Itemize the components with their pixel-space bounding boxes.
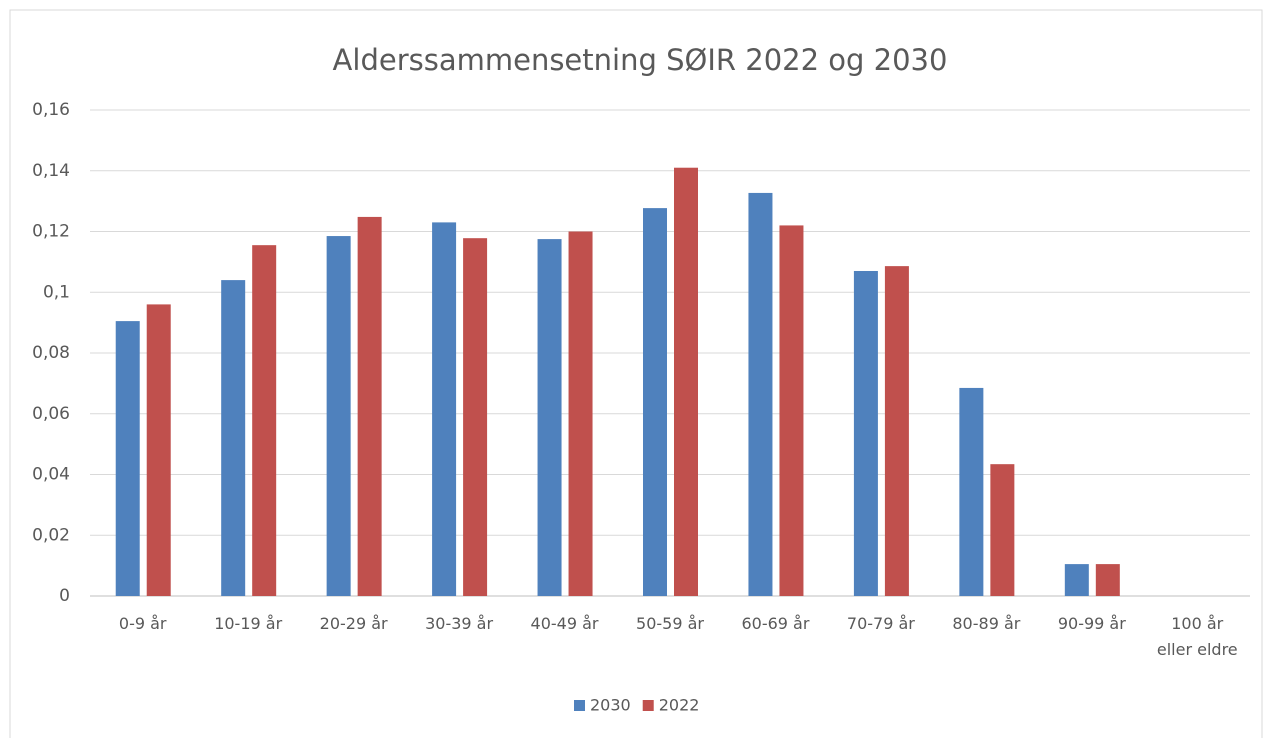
- x-tick-label: 70-79 år: [846, 614, 915, 633]
- x-tick-label: 80-89 år: [952, 614, 1021, 633]
- y-tick-label: 0,02: [32, 525, 70, 545]
- y-tick-label: 0,08: [32, 343, 70, 363]
- x-tick-label: 0-9 år: [118, 614, 167, 633]
- bar: [357, 216, 382, 597]
- chart-title: Alderssammensetning SØIR 2022 og 2030: [333, 43, 948, 77]
- legend-swatch: [574, 700, 585, 711]
- bar: [326, 236, 351, 596]
- bar: [1095, 564, 1120, 596]
- x-tick-label: 40-49 år: [530, 614, 599, 633]
- y-tick-label: 0,1: [43, 282, 70, 302]
- bar: [252, 245, 277, 596]
- bar: [146, 304, 171, 596]
- bar: [432, 222, 457, 596]
- legend-swatch: [642, 700, 654, 711]
- bar: [853, 270, 878, 596]
- x-tick-label: 90-99 år: [1057, 614, 1126, 633]
- bar: [115, 321, 140, 596]
- y-tick-label: 0,16: [32, 100, 70, 120]
- bar: [643, 208, 667, 596]
- bar: [779, 225, 804, 597]
- bar: [568, 231, 593, 596]
- x-tick-label: 10-19 år: [214, 614, 283, 633]
- bar: [1064, 564, 1089, 596]
- bar: [463, 238, 488, 596]
- y-tick-label: 0,06: [32, 404, 70, 424]
- bar: [221, 280, 246, 596]
- legend-label: 2030: [590, 696, 631, 715]
- legend-label: 2022: [659, 696, 700, 715]
- y-tick-label: 0,04: [32, 465, 70, 485]
- x-tick-label: 100 år eller eldre: [1156, 614, 1238, 659]
- x-tick-label: 50-59 år: [636, 614, 704, 633]
- bar: [990, 464, 1015, 596]
- bar: [959, 387, 984, 596]
- bar: [674, 167, 698, 596]
- x-tick-label: 60-69 år: [741, 614, 810, 633]
- chart-border: [9, 9, 1263, 738]
- y-tick-label: 0,14: [32, 161, 70, 181]
- x-tick-label: 30-39 år: [425, 614, 494, 633]
- bar: [748, 192, 773, 596]
- y-tick-label: 0: [59, 586, 70, 606]
- x-tick-label: 20-29 år: [319, 614, 388, 633]
- y-tick-label: 0,12: [32, 222, 70, 242]
- bar: [884, 266, 909, 596]
- bar: [537, 239, 562, 596]
